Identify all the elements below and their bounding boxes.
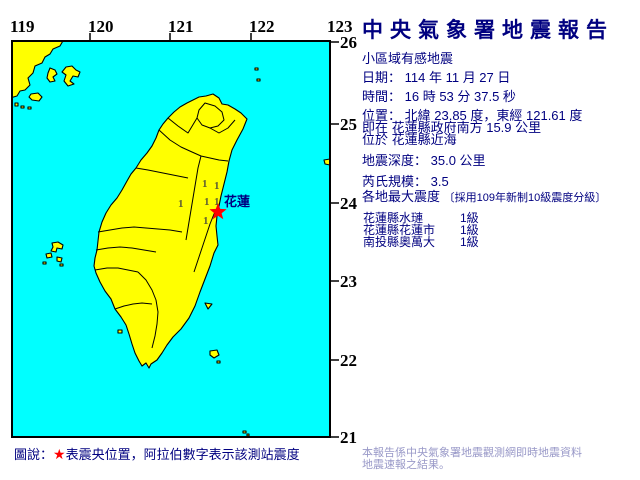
station-marker: 1 xyxy=(202,178,208,190)
intensity-heading-line: 各地最大震度 〔採用109年新制10級震度分級〕 xyxy=(362,186,606,205)
station-marker: 1 xyxy=(214,196,220,208)
station-row-name: 花蓮縣花蓮市 xyxy=(363,223,436,237)
taiwan-map: 1 1 1 1 1 1 花蓮 xyxy=(10,17,358,447)
report-location: 位置： 北緯 23.85 度，東經 121.61 度 xyxy=(362,105,582,124)
epicenter-star xyxy=(209,203,227,220)
report-date: 日期： 114 年 11 月 27 日 xyxy=(362,67,510,86)
lon-label-119: 119 xyxy=(10,17,35,36)
depth-value: 35.0 公里 xyxy=(430,153,486,168)
station-row-name: 南投縣奧萬大 xyxy=(363,235,436,249)
legend-star-icon: ★ xyxy=(53,446,66,462)
lat-label-26: 26 xyxy=(340,33,357,52)
intensity-note: 〔採用109年新制10級震度分級〕 xyxy=(443,192,607,204)
city-label-hualien: 花蓮 xyxy=(224,194,250,209)
footer-note-line2: 地震速報之結果。 xyxy=(362,459,450,471)
county-borders xyxy=(94,102,236,349)
location-value: 北緯 23.85 度，東經 121.61 度 xyxy=(404,108,583,123)
legend-prefix: 圖說： xyxy=(14,447,54,462)
latitude-ticks xyxy=(330,41,339,438)
lat-label-23: 23 xyxy=(340,272,357,291)
station-row-intensity: 1級 xyxy=(460,211,479,225)
station-marker: 1 xyxy=(214,180,220,192)
lon-label-122: 122 xyxy=(249,17,275,36)
longitude-ticks xyxy=(89,33,252,41)
mainland-coast xyxy=(12,41,64,99)
magnitude-label: 芮氏規模： xyxy=(362,174,428,189)
lat-label-25: 25 xyxy=(340,115,357,134)
station-marker: 1 xyxy=(178,198,184,210)
date-label: 日期： xyxy=(362,70,402,85)
map-panel: 1 1 1 1 1 1 花蓮 xyxy=(10,17,358,447)
report-relative-location: 即在 花蓮縣政府南方 15.9 公里 xyxy=(362,120,542,135)
report-area: 位於 花蓮縣近海 xyxy=(362,132,457,147)
station-marker: 1 xyxy=(204,196,210,208)
report-title: 中央氣象署地震報告 xyxy=(362,19,614,42)
taiwan-island xyxy=(93,93,248,369)
longitude-labels: 119 120 121 122 123 xyxy=(10,17,353,36)
map-frame xyxy=(11,40,331,438)
legend-text: 表震央位置，阿拉伯數字表示該測站震度 xyxy=(65,447,300,462)
magnitude-value: 3.5 xyxy=(430,174,449,189)
station-row-intensity: 1級 xyxy=(460,223,479,237)
lon-label-120: 120 xyxy=(88,17,114,36)
lon-label-121: 121 xyxy=(168,17,194,36)
landmasses xyxy=(12,41,330,437)
location-label: 位置： xyxy=(362,108,402,123)
time-label: 時間： xyxy=(362,89,402,104)
report-magnitude: 芮氏規模： 3.5 xyxy=(362,171,449,190)
station-row-intensity: 1級 xyxy=(460,235,479,249)
report-subtitle: 小區域有感地震 xyxy=(362,51,454,66)
date-value: 114 年 11 月 27 日 xyxy=(404,70,511,85)
intensity-heading: 各地最大震度 xyxy=(362,189,441,204)
station-marker: 1 xyxy=(203,215,209,227)
lat-label-24: 24 xyxy=(340,194,358,213)
lat-label-21: 21 xyxy=(340,428,357,445)
lat-label-22: 22 xyxy=(340,351,357,370)
time-value: 16 時 53 分 37.5 秒 xyxy=(404,89,516,104)
report-time: 時間： 16 時 53 分 37.5 秒 xyxy=(362,86,516,105)
depth-label: 地震深度： xyxy=(362,153,428,168)
map-legend: 圖說：★表震央位置，阿拉伯數字表示該測站震度 xyxy=(14,444,300,463)
station-row-name: 花蓮縣水璉 xyxy=(363,211,424,225)
lon-label-123: 123 xyxy=(327,17,353,36)
report-depth: 地震深度： 35.0 公里 xyxy=(362,150,486,169)
footer-note-line1: 本報告係中央氣象署地震觀測網即時地震資料 xyxy=(362,447,582,459)
latitude-labels: 26 25 24 23 22 21 xyxy=(340,33,358,447)
station-intensity-markers: 1 1 1 1 1 1 xyxy=(178,178,220,227)
